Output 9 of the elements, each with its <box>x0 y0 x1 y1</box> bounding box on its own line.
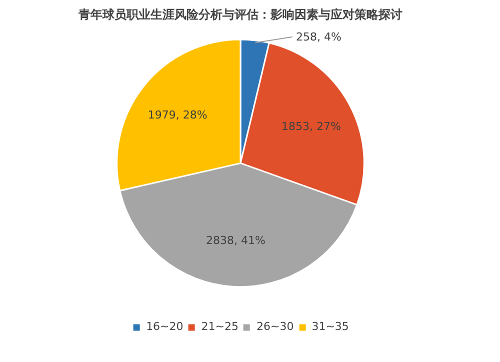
data-label: 1979, 28% <box>148 108 208 122</box>
data-label: 1853, 27% <box>281 120 341 133</box>
legend-label: 16~20 <box>146 320 184 333</box>
data-label: 258, 4% <box>296 30 342 44</box>
legend-label: 26~30 <box>256 320 294 333</box>
legend-label: 31~35 <box>312 320 349 333</box>
chart-title: 青年球员职业生涯风险分析与评估：影响因素与应对策略探讨 <box>78 8 402 22</box>
data-label: 2838, 41% <box>206 234 266 247</box>
legend-label: 21~25 <box>201 320 238 333</box>
